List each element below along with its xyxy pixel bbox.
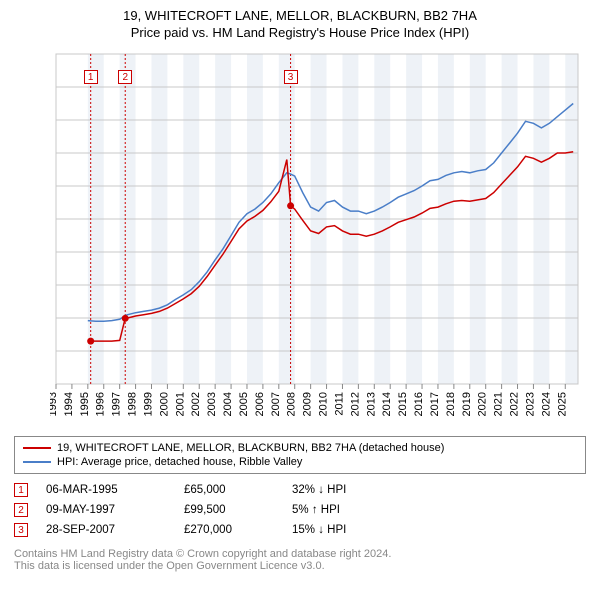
attribution-line-2: This data is licensed under the Open Gov… [14,560,586,572]
svg-text:2016: 2016 [413,392,425,416]
legend-label: 19, WHITECROFT LANE, MELLOR, BLACKBURN, … [57,442,444,454]
svg-text:1997: 1997 [111,392,123,416]
transaction-row-3: 3 28-SEP-2007 £270,000 15% ↓ HPI [14,520,586,540]
chart-title-address: 19, WHITECROFT LANE, MELLOR, BLACKBURN, … [0,0,600,23]
transaction-price: £65,000 [184,484,274,496]
svg-text:1998: 1998 [127,392,139,416]
svg-text:2019: 2019 [461,392,473,416]
legend-item-1: HPI: Average price, detached house, Ribb… [23,455,577,469]
transaction-marker-2: 2 [118,70,132,84]
transaction-marker-icon: 2 [14,503,28,517]
svg-text:2025: 2025 [556,392,568,416]
attribution-line-1: Contains HM Land Registry data © Crown c… [14,548,586,560]
svg-text:2006: 2006 [254,392,266,416]
chart-legend: 19, WHITECROFT LANE, MELLOR, BLACKBURN, … [14,436,586,474]
transaction-marker-3: 3 [284,70,298,84]
transaction-date: 09-MAY-1997 [46,504,166,516]
svg-text:1996: 1996 [95,392,107,416]
legend-item-0: 19, WHITECROFT LANE, MELLOR, BLACKBURN, … [23,441,577,455]
svg-text:2020: 2020 [477,392,489,416]
svg-text:2002: 2002 [190,392,202,416]
svg-text:2003: 2003 [206,392,218,416]
svg-text:2015: 2015 [397,392,409,416]
svg-text:2012: 2012 [349,392,361,416]
legend-swatch [23,461,51,463]
svg-text:2013: 2013 [365,392,377,416]
svg-text:2001: 2001 [174,392,186,416]
svg-text:2010: 2010 [318,392,330,416]
legend-label: HPI: Average price, detached house, Ribb… [57,456,302,468]
page: 19, WHITECROFT LANE, MELLOR, BLACKBURN, … [0,0,600,590]
svg-text:2022: 2022 [509,392,521,416]
legend-swatch [23,447,51,449]
svg-text:2008: 2008 [286,392,298,416]
svg-text:1995: 1995 [79,392,91,416]
svg-text:2017: 2017 [429,392,441,416]
transaction-marker-icon: 1 [14,483,28,497]
transaction-price: £99,500 [184,504,274,516]
svg-text:2007: 2007 [270,392,282,416]
svg-text:2021: 2021 [493,392,505,416]
transaction-marker-icon: 3 [14,523,28,537]
svg-text:2000: 2000 [158,392,170,416]
svg-text:2018: 2018 [445,392,457,416]
svg-text:1994: 1994 [63,392,75,416]
price-chart: £0£50K£100K£150K£200K£250K£300K£350K£400… [50,46,588,426]
transactions-table: 1 06-MAR-1995 £65,000 32% ↓ HPI 2 09-MAY-1997… [14,480,586,540]
svg-text:2009: 2009 [302,392,314,416]
svg-text:1999: 1999 [142,392,154,416]
attribution-text: Contains HM Land Registry data © Crown c… [14,548,586,572]
transaction-date: 06-MAR-1995 [46,484,166,496]
svg-text:2014: 2014 [381,392,393,416]
svg-text:2005: 2005 [238,392,250,416]
svg-text:2011: 2011 [333,392,345,416]
transaction-price: £270,000 [184,524,274,536]
svg-text:1993: 1993 [50,392,59,416]
chart-area: £0£50K£100K£150K£200K£250K£300K£350K£400… [50,46,588,426]
svg-text:2024: 2024 [540,392,552,416]
transaction-date: 28-SEP-2007 [46,524,166,536]
chart-subtitle: Price paid vs. HM Land Registry's House … [0,23,600,46]
transaction-delta: 15% ↓ HPI [292,524,402,536]
svg-text:2023: 2023 [524,392,536,416]
transaction-marker-1: 1 [84,70,98,84]
transaction-row-2: 2 09-MAY-1997 £99,500 5% ↑ HPI [14,500,586,520]
transaction-row-1: 1 06-MAR-1995 £65,000 32% ↓ HPI [14,480,586,500]
transaction-delta: 32% ↓ HPI [292,484,402,496]
transaction-delta: 5% ↑ HPI [292,504,402,516]
svg-text:2004: 2004 [222,392,234,416]
